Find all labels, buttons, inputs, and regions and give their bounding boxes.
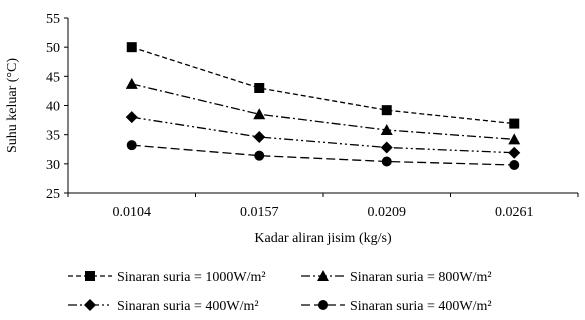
- series-1: [126, 42, 520, 129]
- legend-label: Sinaran suria = 400W/m²: [350, 299, 492, 314]
- x-tick-label: 0.0209: [368, 205, 407, 220]
- y-tick-label: 35: [46, 129, 60, 144]
- legend-entry: Sinaran suria = 400W/m²: [68, 299, 259, 314]
- legend-marker: [85, 271, 95, 281]
- series-2: [125, 77, 521, 145]
- x-tick-label: 0.0104: [113, 205, 152, 220]
- legend-entry: Sinaran suria = 1000W/m²: [68, 270, 266, 285]
- x-axis-title: Kadar aliran jisim (kg/s): [254, 231, 392, 246]
- data-point: [125, 77, 138, 89]
- data-point: [509, 118, 520, 129]
- x-tick-label: 0.0261: [495, 205, 534, 220]
- legend-entry: Sinaran suria = 800W/m²: [301, 270, 492, 285]
- data-point: [381, 156, 392, 167]
- data-point: [126, 42, 137, 53]
- y-tick-label: 25: [46, 187, 60, 202]
- data-point: [380, 124, 393, 135]
- legend: Sinaran suria = 1000W/m² Sinaran suria = …: [68, 270, 492, 314]
- data-point: [126, 140, 137, 151]
- y-axis-title: Suhu keluar (°C): [5, 58, 20, 153]
- legend-entry: Sinaran suria = 400W/m²: [301, 299, 492, 314]
- y-tick-label: 50: [46, 41, 60, 56]
- legend-marker: [84, 299, 96, 311]
- data-point: [508, 146, 521, 159]
- data-point: [254, 83, 265, 93]
- data-point: [125, 111, 138, 124]
- data-point: [380, 141, 393, 154]
- series-line: [131, 116, 515, 154]
- y-tick-label: 45: [46, 70, 60, 85]
- legend-marker: [317, 270, 329, 281]
- x-tick-label: 0.0157: [240, 205, 279, 220]
- series-layer: [125, 42, 521, 170]
- data-point: [254, 150, 265, 161]
- series-4: [126, 140, 520, 170]
- y-tick-label: 40: [46, 100, 60, 115]
- y-tick-label: 30: [46, 158, 60, 173]
- series-3: [125, 111, 521, 159]
- data-point: [253, 108, 266, 120]
- tick-labels: 25 30 35 40 45 50 55 0.0104 0.0157 0.0209 0.0261: [46, 12, 534, 220]
- data-point: [381, 105, 392, 116]
- data-point: [508, 133, 521, 145]
- data-point: [509, 160, 520, 170]
- y-tick-label: 55: [46, 12, 60, 27]
- legend-label: Sinaran suria = 1000W/m²: [117, 270, 266, 285]
- legend-label: Sinaran suria = 400W/m²: [117, 299, 259, 314]
- data-point: [253, 131, 266, 143]
- series-line: [131, 144, 515, 166]
- series-line: [131, 83, 515, 140]
- legend-marker: [318, 300, 328, 310]
- series-line: [131, 46, 515, 125]
- axes: [64, 17, 579, 197]
- legend-label: Sinaran suria = 800W/m²: [350, 270, 492, 285]
